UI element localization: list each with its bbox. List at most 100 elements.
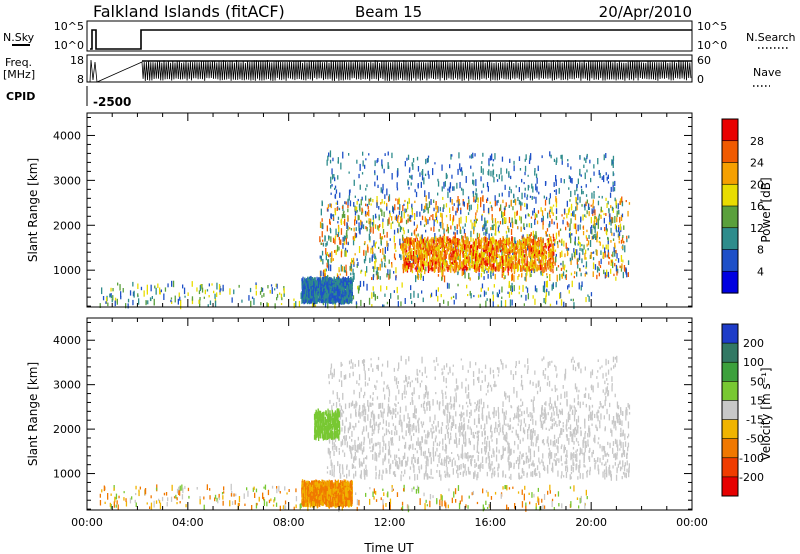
data-point [436, 246, 438, 251]
data-point [545, 295, 547, 303]
data-point [435, 236, 437, 242]
data-point [414, 238, 416, 243]
nave-trace [89, 59, 692, 83]
data-point [508, 254, 511, 258]
data-point [511, 286, 513, 292]
data-point [393, 235, 395, 243]
data-point [417, 270, 419, 278]
data-point [459, 255, 461, 262]
data-point [207, 304, 209, 307]
data-point [465, 247, 467, 253]
data-point [555, 256, 557, 263]
data-point [524, 267, 526, 272]
data-point [198, 290, 201, 295]
data-point [427, 207, 429, 214]
data-point [499, 261, 501, 267]
data-point [549, 151, 551, 157]
data-point [424, 253, 426, 259]
data-point [407, 258, 409, 261]
data-point [338, 288, 340, 292]
data-point [415, 255, 417, 263]
data-point [366, 266, 368, 273]
data-point [546, 234, 548, 237]
data-point [308, 287, 310, 292]
data-point [573, 210, 575, 217]
data-point [365, 158, 367, 161]
data-point [440, 222, 442, 229]
data-point [552, 264, 554, 269]
data-point [546, 228, 549, 232]
data-point [498, 289, 501, 294]
data-point [433, 219, 435, 227]
data-point [584, 172, 586, 180]
data-point [458, 219, 460, 227]
data-point [585, 215, 587, 218]
data-point [380, 202, 382, 205]
data-point [477, 267, 479, 271]
data-point [422, 258, 424, 264]
nsky-trace [90, 29, 692, 50]
data-point [402, 263, 404, 270]
data-point [405, 208, 408, 213]
data-point [614, 263, 616, 267]
data-point [415, 249, 418, 256]
data-point [425, 158, 427, 165]
data-point [216, 292, 218, 298]
data-point [321, 231, 323, 238]
data-point [556, 300, 558, 305]
data-point [461, 249, 463, 253]
data-point [497, 265, 499, 272]
data-point [511, 248, 513, 252]
data-point [122, 288, 124, 293]
data-point [502, 257, 504, 262]
data-point [443, 246, 445, 254]
data-point [500, 300, 503, 307]
date-label: 20/Apr/2010 [599, 3, 692, 21]
data-point [469, 267, 471, 271]
data-point [348, 297, 350, 301]
data-point [564, 253, 566, 258]
data-point [542, 272, 544, 277]
data-point [551, 261, 554, 266]
data-point [589, 159, 591, 164]
data-point [536, 288, 538, 293]
data-point [374, 242, 376, 249]
data-point [146, 284, 148, 292]
data-point [615, 201, 617, 206]
data-point [504, 299, 507, 307]
data-point [110, 295, 112, 299]
data-point [437, 238, 440, 243]
data-point [554, 238, 556, 241]
data-point [473, 229, 475, 235]
data-point [347, 290, 349, 295]
data-point [452, 218, 454, 226]
data-point [339, 278, 341, 282]
data-point [339, 273, 341, 276]
data-point [364, 255, 367, 261]
data-point [387, 162, 389, 169]
data-point [208, 283, 210, 287]
data-point [341, 298, 343, 305]
data-point [437, 192, 439, 196]
data-point [605, 213, 607, 216]
data-point [416, 263, 418, 268]
data-point [357, 198, 359, 202]
data-point [336, 285, 339, 293]
data-point [494, 200, 496, 207]
data-point [403, 255, 405, 261]
data-point [338, 246, 340, 251]
data-point [472, 241, 474, 245]
data-point [602, 244, 604, 249]
data-point [330, 203, 332, 209]
data-point [260, 302, 262, 306]
data-point [394, 204, 396, 211]
data-point [579, 196, 581, 203]
data-point [456, 224, 458, 230]
data-point [588, 234, 590, 239]
data-point [501, 192, 503, 197]
data-point [326, 159, 328, 166]
data-point [199, 297, 201, 301]
data-point [426, 252, 428, 259]
data-point [333, 297, 335, 304]
data-point [510, 189, 512, 194]
